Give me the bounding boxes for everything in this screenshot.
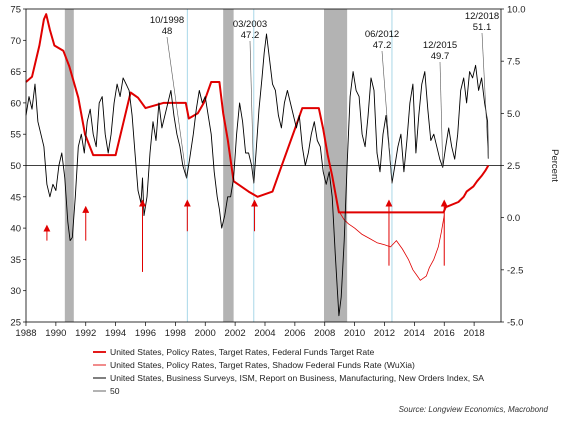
x-tick-label: 2002	[225, 328, 246, 339]
annotation-leader	[249, 40, 255, 184]
annotation-date: 12/2018	[465, 11, 499, 22]
shadow-rate-line	[339, 212, 445, 281]
legend: United States, Policy Rates, Target Rate…	[93, 347, 484, 396]
x-tick-label: 2004	[254, 328, 275, 339]
legend-label: United States, Policy Rates, Target Rate…	[110, 360, 415, 370]
annotation-value: 49.7	[431, 51, 450, 62]
legend-label: United States, Business Surveys, ISM, Re…	[110, 373, 484, 383]
x-tick-label: 2014	[404, 328, 425, 339]
y-right-axis-label: Percent	[549, 149, 560, 182]
y-left-tick-label: 70	[10, 36, 21, 47]
y-left-tick-label: 45	[10, 192, 21, 203]
y-right-tick-label: 10.0	[507, 5, 526, 16]
y-right-tick-label: -2.5	[507, 265, 523, 276]
legend-label: 50	[110, 386, 120, 396]
y-left-tick-label: 75	[10, 5, 21, 16]
annotation-date: 03/2003	[233, 19, 267, 30]
annotation-value: 51.1	[473, 22, 492, 33]
annotation-date: 12/2015	[423, 40, 457, 51]
x-tick-label: 2012	[374, 328, 395, 339]
y-right-tick-label: 2.5	[507, 161, 520, 172]
annotation-leader	[166, 36, 187, 179]
annotation-value: 47.2	[241, 30, 260, 41]
annotation-date: 06/2012	[365, 29, 399, 40]
ism-new-orders-line	[25, 33, 489, 317]
y-left-ticks: 25 30 35 40 45 50 55 60 65 70 75	[10, 5, 26, 329]
x-tick-label: 2008	[314, 328, 335, 339]
x-tick-label: 1994	[105, 328, 126, 339]
x-axis-ticks: 1988 1990 1992 1994 1996 1998 2000 2002 2004 2006…	[15, 322, 485, 339]
y-left-tick-label: 40	[10, 224, 21, 235]
y-right-ticks: -5.0 -2.5 0.0 2.5 5.0 7.5 10.0	[501, 5, 526, 329]
y-left-tick-label: 35	[10, 255, 21, 266]
y-right-tick-label: -5.0	[507, 318, 523, 329]
fed-funds-target-line	[25, 13, 490, 214]
x-tick-label: 2006	[284, 328, 305, 339]
x-tick-label: 1998	[165, 328, 186, 339]
y-right-tick-label: 0.0	[507, 213, 520, 224]
y-right-tick-label: 7.5	[507, 57, 520, 68]
y-left-tick-label: 65	[10, 67, 21, 78]
y-left-tick-label: 50	[10, 161, 21, 172]
legend-label: United States, Policy Rates, Target Rate…	[110, 347, 375, 357]
annotation-leader	[439, 61, 444, 168]
x-tick-label: 2018	[464, 328, 485, 339]
annotation-leader	[481, 32, 489, 159]
y-left-tick-label: 30	[10, 286, 21, 297]
x-tick-label: 1990	[45, 328, 66, 339]
annotation-leader	[381, 50, 393, 184]
y-left-tick-label: 60	[10, 98, 21, 109]
x-tick-label: 2000	[195, 328, 216, 339]
source-note: Source: Longview Economics, Macrobond	[399, 405, 549, 414]
y-right-tick-label: 5.0	[507, 109, 520, 120]
annotation-date: 10/1998	[150, 15, 184, 26]
x-tick-label: 1992	[75, 328, 96, 339]
series-lines	[25, 13, 490, 317]
annotation-value: 47.2	[373, 40, 392, 51]
x-tick-label: 2010	[344, 328, 365, 339]
y-left-tick-label: 55	[10, 130, 21, 141]
annotation-value: 48	[162, 26, 173, 37]
arrows	[43, 199, 448, 272]
y-left-tick-label: 25	[10, 318, 21, 329]
x-tick-label: 1988	[15, 328, 36, 339]
x-tick-label: 2016	[434, 328, 455, 339]
x-tick-label: 1996	[135, 328, 156, 339]
